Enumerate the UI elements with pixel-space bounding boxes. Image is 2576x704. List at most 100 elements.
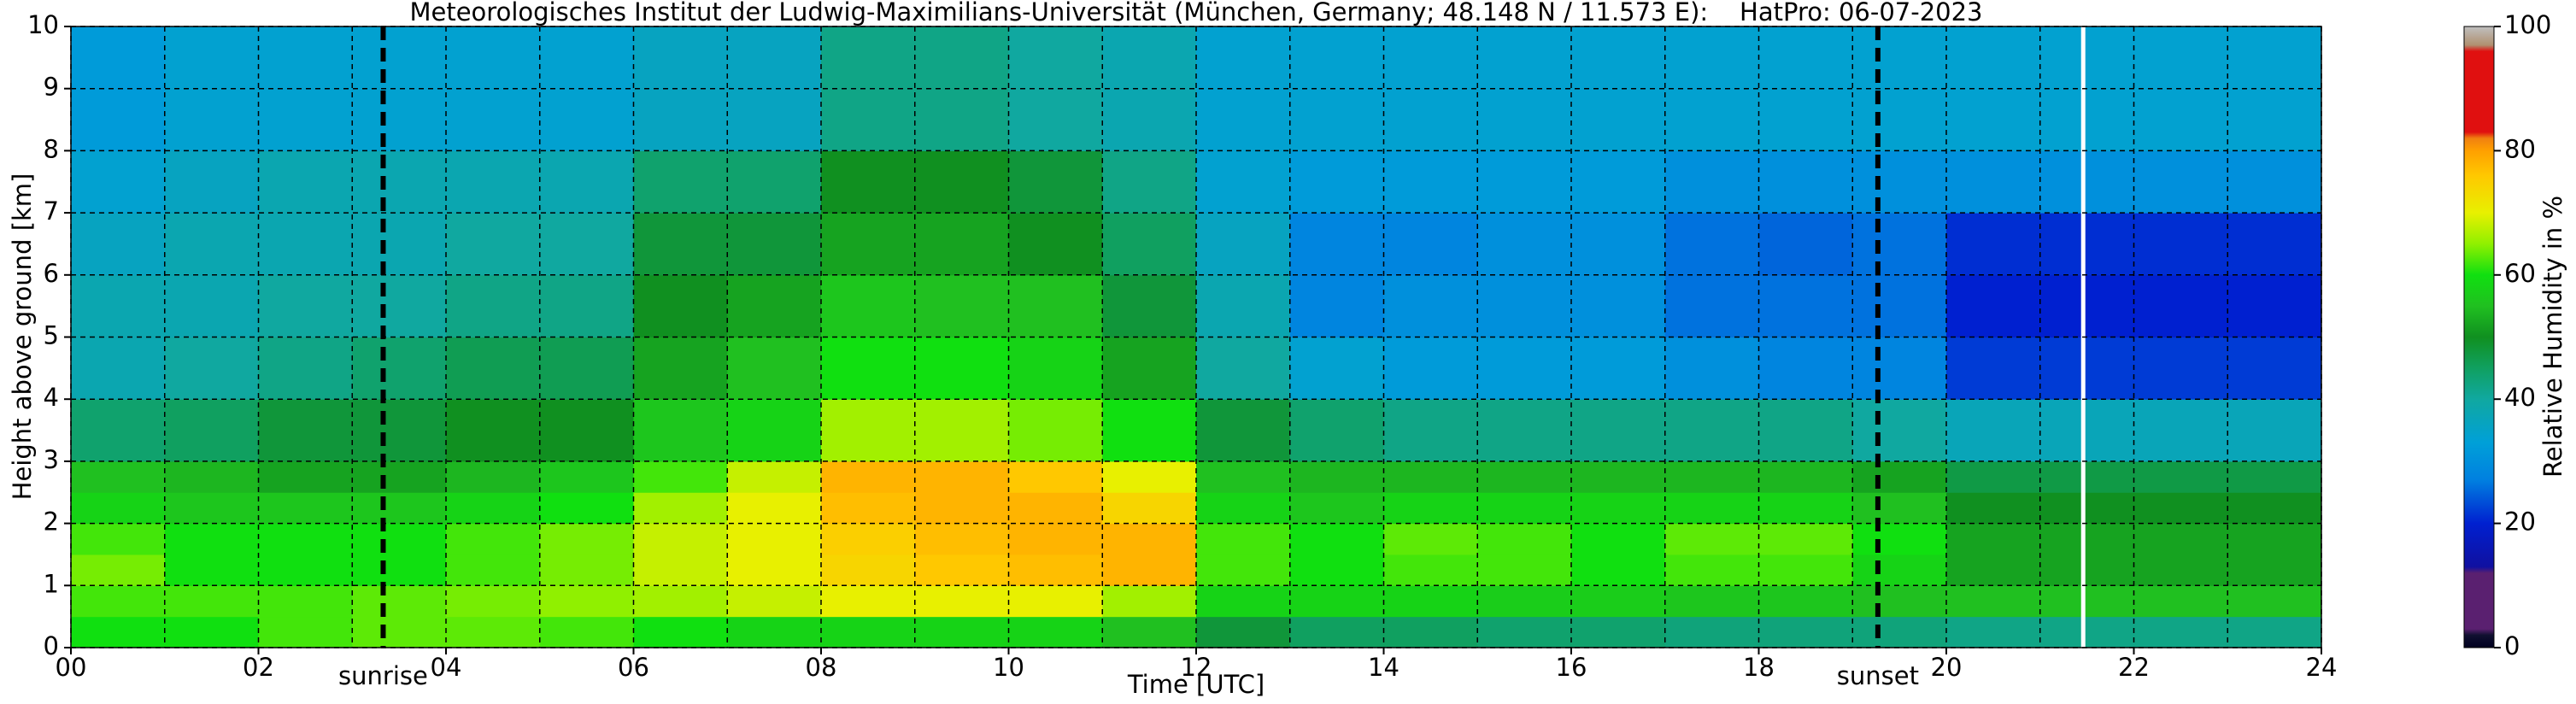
heatmap-cell <box>1664 585 1759 618</box>
heatmap-cell <box>633 585 728 618</box>
heatmap-cell <box>1477 337 1572 400</box>
heatmap-cell <box>1289 523 1384 555</box>
heatmap-cell <box>1664 461 1759 493</box>
heatmap-cell <box>821 461 916 493</box>
x-tick-label: 00 <box>56 653 87 682</box>
x-axis-label: Time [UTC] <box>1127 670 1265 699</box>
heatmap-cell <box>1852 616 1947 648</box>
y-tick-label: 5 <box>44 321 59 350</box>
heatmap-cell <box>1477 150 1572 214</box>
heatmap-cell <box>633 337 728 400</box>
heatmap-cell <box>2227 337 2322 400</box>
heatmap-cell <box>1102 399 1197 462</box>
heatmap-cell <box>1664 492 1759 525</box>
heatmap-cell <box>1477 616 1572 648</box>
heatmap-cell <box>914 523 1009 555</box>
heatmap-cell <box>352 554 447 586</box>
heatmap-cell <box>1571 461 1666 493</box>
heatmap-cell <box>71 523 166 555</box>
heatmap-cell <box>446 554 541 586</box>
colorbar-tick-label: 100 <box>2504 10 2551 39</box>
heatmap-cell <box>1008 523 1103 555</box>
heatmap-cell <box>633 492 728 525</box>
heatmap-cell <box>727 554 822 586</box>
heatmap-cell <box>1571 213 1666 276</box>
heatmap-cell <box>1196 399 1291 462</box>
heatmap-cell <box>2039 274 2134 337</box>
heatmap-cell <box>1102 554 1197 586</box>
heatmap-cell <box>1102 274 1197 337</box>
colorbar-tick-label: 20 <box>2504 507 2536 537</box>
heatmap-cell <box>1383 492 1478 525</box>
heatmap-cell <box>1289 492 1384 525</box>
heatmap-cell <box>1664 399 1759 462</box>
heatmap-cell <box>727 461 822 493</box>
heatmap-cell <box>1758 461 1853 493</box>
heatmap-cell <box>2039 554 2134 586</box>
heatmap-cell <box>2039 585 2134 618</box>
event-label: sunset <box>1837 661 1919 690</box>
heatmap-cell <box>1664 554 1759 586</box>
heatmap-cell <box>1383 274 1478 337</box>
heatmap-cell <box>1289 399 1384 462</box>
heatmap-cell <box>1383 337 1478 400</box>
heatmap-cell <box>1946 523 2041 555</box>
heatmap-cell <box>446 150 541 214</box>
heatmap-cell <box>2227 461 2322 493</box>
heatmap-cell <box>1008 492 1103 525</box>
heatmap-cell <box>446 337 541 400</box>
x-tick-label: 14 <box>1368 653 1399 682</box>
heatmap-cell <box>1758 492 1853 525</box>
heatmap-cell <box>352 337 447 400</box>
heatmap-cell <box>1477 585 1572 618</box>
heatmap-cell <box>1571 150 1666 214</box>
heatmap-cell <box>258 213 353 276</box>
heatmap-cell <box>2227 616 2322 648</box>
heatmap-cell <box>1664 616 1759 648</box>
heatmap-cell <box>1852 461 1947 493</box>
heatmap-cell <box>258 616 353 648</box>
heatmap-cell <box>352 399 447 462</box>
heatmap-cell <box>1571 523 1666 555</box>
heatmap-cell <box>539 213 634 276</box>
heatmap-cell <box>1102 616 1197 648</box>
heatmap-cell <box>1664 523 1759 555</box>
heatmap-cell <box>727 274 822 337</box>
heatmap-cell <box>2133 554 2228 586</box>
heatmap-cell <box>2227 523 2322 555</box>
heatmap-cell <box>71 274 166 337</box>
heatmap-cell <box>352 523 447 555</box>
heatmap-cell <box>446 523 541 555</box>
heatmap-cell <box>352 492 447 525</box>
heatmap-cell <box>2227 554 2322 586</box>
heatmap-cell <box>2133 461 2228 493</box>
heatmap-cell <box>1758 554 1853 586</box>
heatmap-cell <box>914 461 1009 493</box>
heatmap-cell <box>1946 554 2041 586</box>
heatmap-cell <box>539 523 634 555</box>
heatmap-cell <box>446 616 541 648</box>
heatmap-cell <box>1477 461 1572 493</box>
heatmap-cell <box>1852 337 1947 400</box>
heatmap-cell <box>1477 554 1572 586</box>
heatmap-cell <box>1008 399 1103 462</box>
heatmap-cell <box>258 337 353 400</box>
heatmap-cell <box>2133 274 2228 337</box>
heatmap-cell <box>1102 150 1197 214</box>
heatmap-cell <box>71 150 166 214</box>
heatmap-cell <box>539 554 634 586</box>
heatmap-cell <box>1477 399 1572 462</box>
heatmap-cell <box>2133 337 2228 400</box>
heatmap-cell <box>914 399 1009 462</box>
heatmap-cell <box>914 213 1009 276</box>
heatmap-cell <box>352 616 447 648</box>
heatmap-cell <box>1477 274 1572 337</box>
heatmap-cell <box>1758 523 1853 555</box>
y-axis-label: Height above ground [km] <box>8 173 37 501</box>
heatmap-cell <box>164 616 259 648</box>
heatmap-cell <box>1289 274 1384 337</box>
heatmap-cell <box>1196 585 1291 618</box>
heatmap-cell <box>1852 554 1947 586</box>
heatmap-cell <box>446 213 541 276</box>
heatmap-cell <box>1008 274 1103 337</box>
